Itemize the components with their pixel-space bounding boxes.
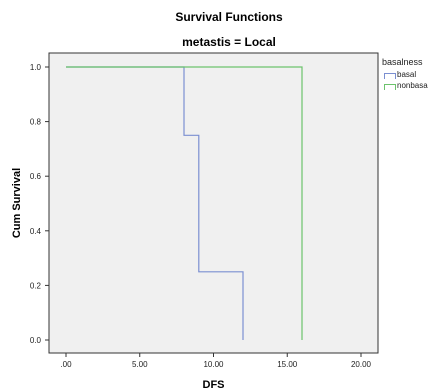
y-tick-label: 0.6 xyxy=(30,172,42,181)
x-tick-label: 20.00 xyxy=(351,360,372,369)
y-axis-label: Cum Survival xyxy=(11,168,23,238)
series-line-nonbasa xyxy=(66,66,303,340)
legend-label-nonbasa: nonbasa xyxy=(397,81,428,90)
legend-label-basal: basal xyxy=(397,70,417,79)
x-tick-label: 5.00 xyxy=(132,360,148,369)
plot-area xyxy=(48,52,379,354)
x-tick-label: 10.00 xyxy=(203,360,224,369)
y-tick-label: 0.4 xyxy=(30,227,42,236)
x-tick-label: .00 xyxy=(60,360,72,369)
legend-item-basal: basal xyxy=(384,69,428,80)
y-tick-label: 1.0 xyxy=(30,63,42,72)
legend-item-nonbasa: nonbasa xyxy=(384,80,428,91)
chart-title: Survival Functions xyxy=(175,10,283,24)
legend-title: basalness xyxy=(382,57,423,67)
x-tick-label: 15.00 xyxy=(277,360,298,369)
chart-subtitle: metastis = Local xyxy=(182,35,276,49)
legend-swatch-nonbasa xyxy=(384,84,396,90)
legend: basalness basal nonbasa xyxy=(382,57,428,91)
y-tick-label: 0.2 xyxy=(30,281,42,290)
x-axis-label: DFS xyxy=(203,379,225,391)
y-tick-label: 0.8 xyxy=(30,118,42,127)
legend-swatch-basal xyxy=(384,73,396,79)
y-tick-label: 0.0 xyxy=(30,336,42,345)
